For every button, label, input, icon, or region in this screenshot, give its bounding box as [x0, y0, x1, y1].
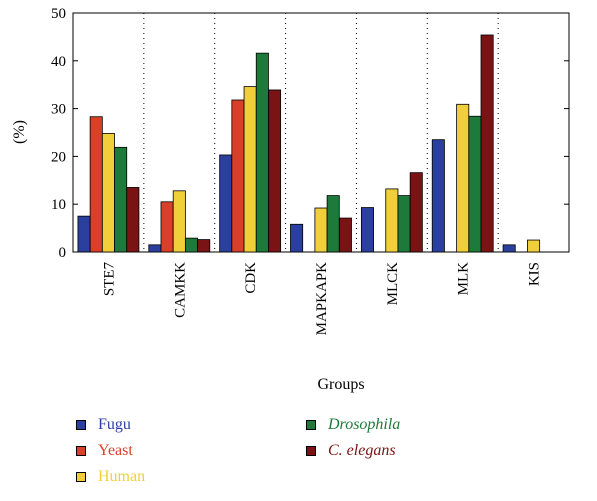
- bar-mlck-fugu: [360, 207, 374, 253]
- bar-ste7-human: [101, 133, 115, 253]
- y-tick-label: 50: [51, 6, 66, 22]
- bar-cdk-drosophila: [255, 52, 269, 253]
- bar-mlck-human: [385, 188, 399, 253]
- bar-mlck-c-elegans: [409, 172, 423, 253]
- x-axis-title: Groups: [317, 376, 364, 393]
- y-tick-label: 10: [51, 197, 66, 213]
- bar-ste7-c-elegans: [126, 187, 140, 253]
- bar-cdk-fugu: [219, 154, 233, 253]
- bar-cdk-human: [243, 86, 257, 253]
- plot-area: 0 10 20 30 40 50 STE7 CAMKK CDK MAPKAPK MLCK MLK KIS: [51, 6, 570, 336]
- x-tick-label: KIS: [527, 262, 543, 286]
- bar-mapkapk-c-elegans: [338, 217, 352, 253]
- bar-kis-human: [527, 239, 541, 253]
- y-tick-label: 20: [51, 149, 66, 165]
- y-axis-title: (%): [11, 120, 28, 144]
- bar-mapkapk-drosophila: [326, 195, 340, 253]
- bar-mlk-drosophila: [468, 115, 482, 253]
- bar-mlk-c-elegans: [480, 34, 494, 253]
- bar-camkk-drosophila: [184, 237, 198, 253]
- y-tick-label: 40: [51, 54, 66, 70]
- x-tick-label: STE7: [101, 262, 117, 297]
- x-tick-label: MLCK: [385, 262, 401, 306]
- bar-ste7-yeast: [89, 116, 103, 253]
- bar-mlck-drosophila: [397, 195, 411, 253]
- bar-cdk-c-elegans: [268, 89, 282, 253]
- bar-cdk-yeast: [231, 99, 245, 253]
- bar-mapkapk-human: [314, 207, 328, 253]
- x-tick-label: CDK: [243, 262, 259, 294]
- x-tick-label: CAMKK: [172, 262, 188, 318]
- bar-mlk-fugu: [431, 139, 445, 253]
- bar-kis-fugu: [502, 244, 516, 253]
- bar-ste7-drosophila: [114, 146, 128, 253]
- x-tick-label: MAPKAPK: [314, 262, 330, 336]
- x-tick-label: MLK: [456, 262, 472, 296]
- y-tick-label: 0: [59, 245, 67, 261]
- bar-camkk-c-elegans: [197, 239, 211, 253]
- bar-mlk-human: [456, 103, 470, 253]
- bar-camkk-fugu: [148, 244, 162, 253]
- bar-ste7-fugu: [77, 215, 91, 253]
- bar-camkk-human: [172, 190, 186, 253]
- bar-mapkapk-fugu: [290, 223, 304, 253]
- bar-camkk-yeast: [160, 201, 174, 253]
- y-tick-label: 30: [51, 102, 66, 118]
